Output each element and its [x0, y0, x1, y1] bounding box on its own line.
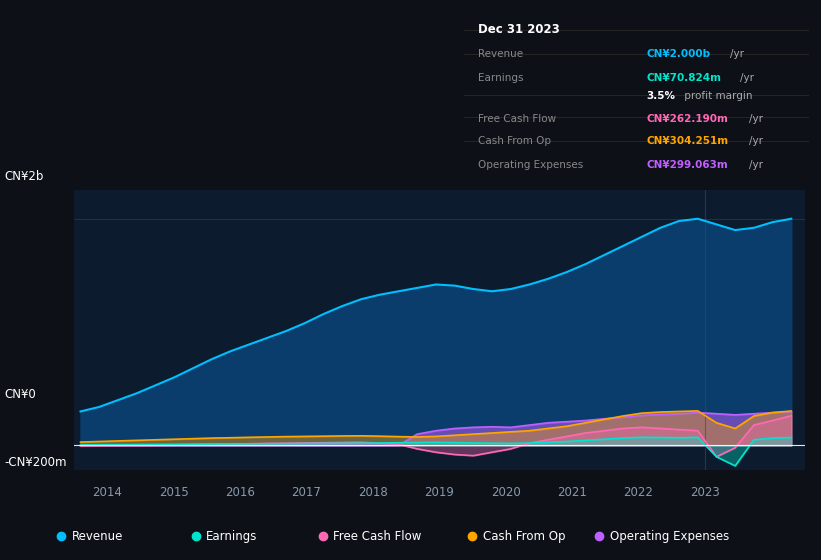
Text: profit margin: profit margin	[681, 91, 753, 101]
Text: Revenue: Revenue	[478, 49, 523, 59]
Text: Free Cash Flow: Free Cash Flow	[333, 530, 421, 543]
Text: CN¥299.063m: CN¥299.063m	[647, 160, 728, 170]
Text: Revenue: Revenue	[71, 530, 123, 543]
Text: Operating Expenses: Operating Expenses	[610, 530, 729, 543]
Text: 2022: 2022	[624, 486, 654, 500]
Text: -CN¥200m: -CN¥200m	[4, 455, 67, 469]
Text: CN¥2.000b: CN¥2.000b	[647, 49, 711, 59]
Text: Earnings: Earnings	[478, 73, 523, 83]
Text: /yr: /yr	[749, 160, 763, 170]
Text: 2019: 2019	[424, 486, 454, 500]
Text: 2016: 2016	[225, 486, 255, 500]
Text: 2017: 2017	[291, 486, 321, 500]
Text: 2023: 2023	[690, 486, 720, 500]
Text: /yr: /yr	[740, 73, 754, 83]
Text: /yr: /yr	[749, 136, 763, 146]
Text: Operating Expenses: Operating Expenses	[478, 160, 583, 170]
Text: 2014: 2014	[92, 486, 122, 500]
Text: CN¥262.190m: CN¥262.190m	[647, 114, 728, 124]
Text: 2020: 2020	[491, 486, 521, 500]
Text: CN¥70.824m: CN¥70.824m	[647, 73, 722, 83]
Text: Earnings: Earnings	[206, 530, 258, 543]
Text: /yr: /yr	[749, 114, 763, 124]
Text: 2018: 2018	[358, 486, 388, 500]
Text: Free Cash Flow: Free Cash Flow	[478, 114, 556, 124]
Text: Cash From Op: Cash From Op	[478, 136, 551, 146]
Text: /yr: /yr	[731, 49, 745, 59]
Text: 2021: 2021	[557, 486, 587, 500]
Text: 3.5%: 3.5%	[647, 91, 676, 101]
Text: 2015: 2015	[158, 486, 188, 500]
Text: Dec 31 2023: Dec 31 2023	[478, 23, 559, 36]
Text: CN¥2b: CN¥2b	[4, 170, 44, 183]
Text: CN¥304.251m: CN¥304.251m	[647, 136, 729, 146]
Text: CN¥0: CN¥0	[4, 388, 36, 402]
Text: Cash From Op: Cash From Op	[483, 530, 565, 543]
